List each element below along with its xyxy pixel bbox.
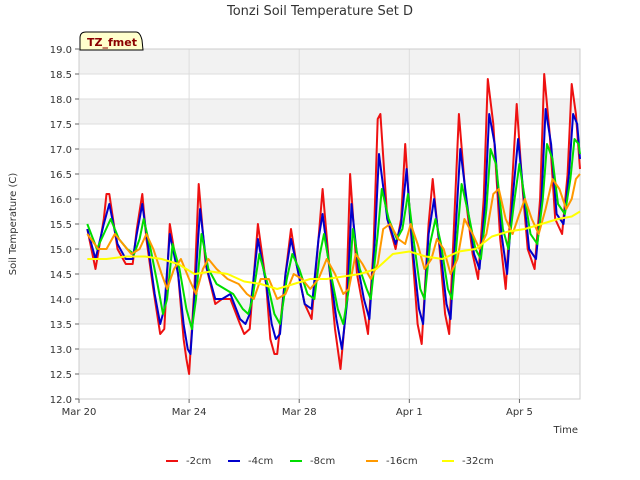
x-axis-label: Time [553,425,578,436]
y-tick-label: 13.5 [50,320,72,331]
x-tick-label: Mar 28 [282,407,317,418]
y-tick-label: 16.0 [50,195,72,206]
legend-label: -8cm [310,456,335,467]
y-tick-label: 12.0 [50,395,72,406]
series-line-minus8cm [86,138,581,330]
plot-background-bands [79,49,580,399]
background-band [79,199,580,224]
x-tick-label: Mar 20 [62,407,97,418]
series-line-minus32cm [87,210,581,290]
legend-label: -32cm [462,456,494,467]
y-tick-label: 13.0 [50,345,72,356]
chart-title: Tonzi Soil Temperature Set D [226,4,413,19]
background-band [79,74,580,99]
legend-label: -4cm [248,456,273,467]
x-tick-label: Mar 24 [172,407,207,418]
y-axis-label: Soil Temperature (C) [8,173,19,276]
y-tick-label: 12.5 [50,370,72,381]
background-band [79,174,580,199]
y-tick-label: 18.0 [50,95,72,106]
y-tick-label: 17.0 [50,145,72,156]
y-tick-label: 15.5 [50,220,72,231]
y-axis-ticks: 12.0 12.5 13.0 13.5 14.0 14.5 15.0 15.5 16.0 16.5… [50,45,79,406]
y-tick-label: 14.5 [50,270,72,281]
legend-label: -2cm [186,456,211,467]
x-tick-label: Apr 5 [506,407,533,418]
station-badge-text: TZ_fmet [87,36,137,49]
background-band [79,374,580,399]
x-axis-ticks: Mar 20 Mar 24 Mar 28 Apr 1 Apr 5 [62,399,533,418]
background-band [79,49,580,74]
y-tick-label: 14.0 [50,295,72,306]
series-line-minus16cm [86,173,581,300]
x-tick-label: Apr 1 [396,407,423,418]
legend-label: -16cm [386,456,418,467]
y-tick-label: 15.0 [50,245,72,256]
station-badge: TZ_fmet [79,31,144,51]
background-band [79,224,580,249]
series-lines [86,73,581,375]
y-tick-label: 16.5 [50,170,72,181]
legend: -2cm -4cm -8cm -16cm -32cm [166,456,494,467]
y-tick-label: 19.0 [50,45,72,56]
background-band [79,299,580,324]
background-band [79,349,580,374]
background-band [79,124,580,149]
background-band [79,149,580,174]
y-tick-label: 18.5 [50,70,72,81]
background-band [79,99,580,124]
background-band [79,324,580,349]
y-tick-label: 17.5 [50,120,72,131]
